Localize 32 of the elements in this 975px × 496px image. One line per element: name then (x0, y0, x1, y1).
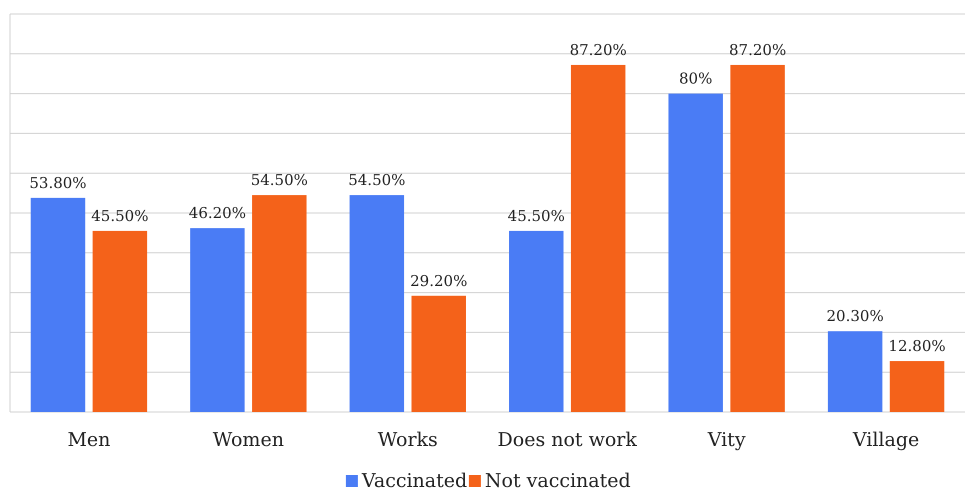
bar (890, 361, 944, 412)
legend-label: Vaccinated (360, 470, 468, 492)
legend-label: Not vaccinated (484, 470, 631, 492)
data-label: 29.20% (410, 272, 468, 290)
bar (412, 296, 466, 412)
x-tick-label: Men (67, 429, 110, 451)
data-label: 54.50% (348, 171, 406, 190)
data-label: 80% (679, 70, 712, 88)
bar (668, 94, 723, 412)
bar (92, 230, 148, 412)
data-label: 87.20% (729, 40, 786, 59)
x-tick-label: Women (212, 429, 284, 451)
bar (730, 64, 785, 412)
x-tick-label: Vity (706, 429, 746, 451)
x-tick-label: Does not work (498, 429, 638, 451)
bar (30, 198, 86, 412)
bar (828, 331, 882, 412)
data-label: 20.30% (826, 307, 884, 326)
x-tick-label: Village (852, 429, 920, 451)
bar (190, 228, 245, 412)
x-tick-label: Works (378, 429, 438, 451)
data-label: 87.20% (570, 40, 627, 59)
bar (570, 64, 626, 412)
data-label: 54.50% (250, 171, 308, 190)
data-label: 45.50% (508, 206, 565, 225)
bar (350, 195, 404, 412)
data-label: 45.50% (91, 206, 148, 225)
data-label: 12.80% (888, 337, 946, 356)
data-label: 53.80% (29, 174, 87, 192)
bar (252, 195, 307, 412)
bar (509, 230, 564, 412)
data-label: 46.20% (188, 204, 246, 222)
